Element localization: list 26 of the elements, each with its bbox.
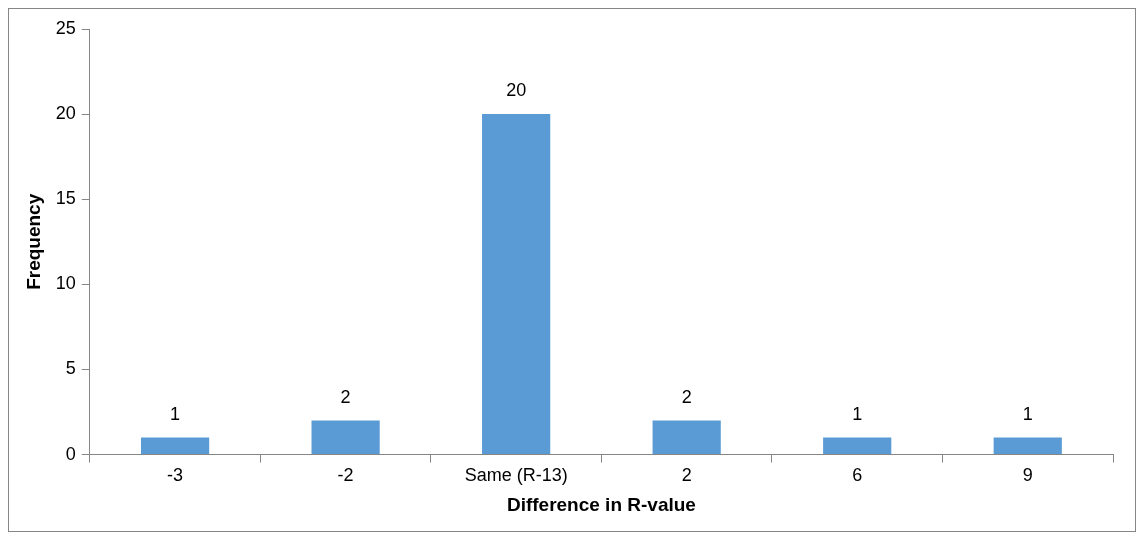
y-tick-label: 15 (55, 188, 76, 209)
data-label: 1 (1022, 403, 1033, 424)
bar (823, 437, 892, 455)
y-axis-title: Frequency (22, 193, 44, 290)
bar (140, 437, 210, 455)
data-label: 2 (340, 386, 351, 407)
bar (652, 420, 721, 455)
x-axis-title: Difference in R-value (506, 493, 696, 515)
bar (993, 437, 1062, 455)
x-tick-label: 9 (1022, 465, 1033, 486)
x-tick-label: -2 (337, 465, 354, 486)
data-label: 1 (852, 403, 863, 424)
data-label: 1 (170, 403, 181, 424)
bar (482, 114, 551, 455)
data-label: 20 (506, 80, 527, 101)
y-tick-label: 10 (55, 273, 76, 294)
y-tick-label: 0 (65, 443, 76, 464)
data-label: 2 (681, 386, 692, 407)
x-tick-label: -3 (167, 465, 184, 486)
y-tick-label: 5 (65, 358, 76, 379)
bar (311, 420, 380, 455)
y-tick-label: 20 (55, 103, 76, 124)
x-tick-label: 6 (852, 465, 863, 486)
x-tick-label: 2 (681, 465, 692, 486)
x-tick-label: Same (R-13) (464, 465, 568, 486)
y-tick-label: 25 (55, 17, 76, 38)
